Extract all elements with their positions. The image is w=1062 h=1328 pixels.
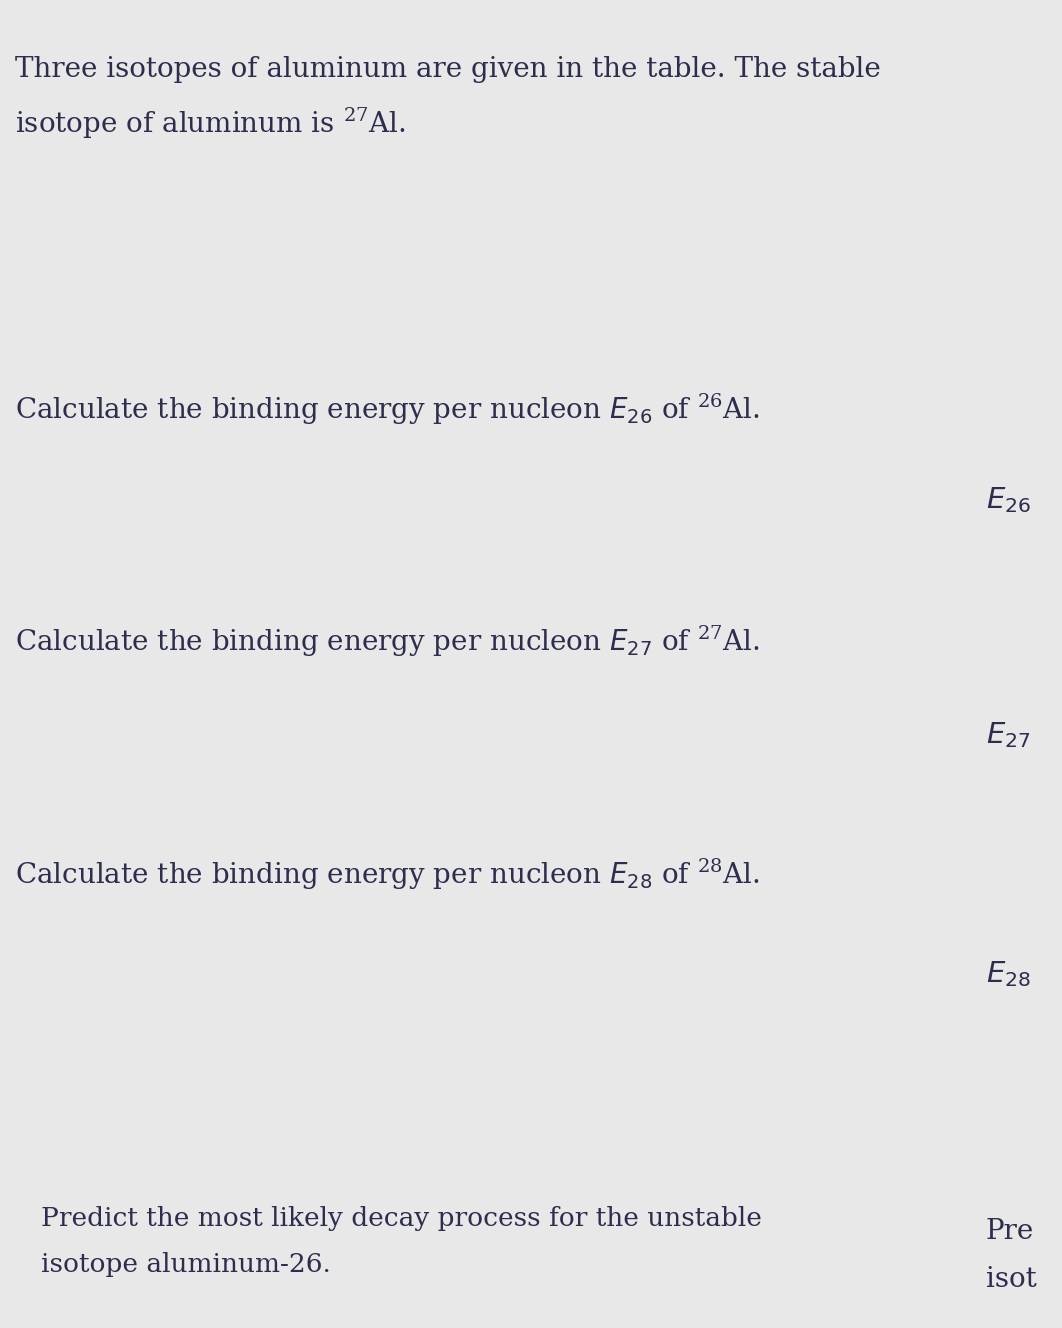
Text: Predict the most likely decay process for the unstable: Predict the most likely decay process fo… <box>41 1206 763 1231</box>
Text: $\mathit{E}_{26}$: $\mathit{E}_{26}$ <box>986 485 1030 514</box>
Text: isotope of aluminum is $\mathregular{^{27}}$Al.: isotope of aluminum is $\mathregular{^{2… <box>15 106 406 142</box>
Text: $\mathit{E}_{28}$: $\mathit{E}_{28}$ <box>986 959 1030 988</box>
Text: isot: isot <box>986 1266 1037 1292</box>
Text: Calculate the binding energy per nucleon $\mathit{E}_{28}$ of $\mathregular{^{28: Calculate the binding energy per nucleon… <box>15 857 759 892</box>
Text: Calculate the binding energy per nucleon $\mathit{E}_{26}$ of $\mathregular{^{26: Calculate the binding energy per nucleon… <box>15 392 759 428</box>
Text: $\mathit{E}_{27}$: $\mathit{E}_{27}$ <box>986 720 1030 749</box>
Text: Calculate the binding energy per nucleon $\mathit{E}_{27}$ of $\mathregular{^{27: Calculate the binding energy per nucleon… <box>15 624 759 660</box>
Text: Three isotopes of aluminum are given in the table. The stable: Three isotopes of aluminum are given in … <box>15 56 880 82</box>
Text: Pre: Pre <box>986 1218 1033 1244</box>
Text: isotope aluminum-26.: isotope aluminum-26. <box>41 1252 331 1278</box>
